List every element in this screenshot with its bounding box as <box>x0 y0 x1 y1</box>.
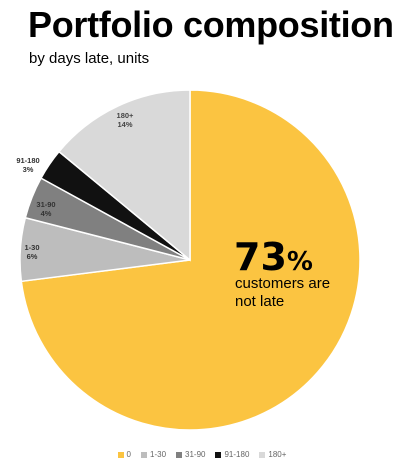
slice-label-cat-91-180: 91-180 <box>16 156 39 165</box>
legend-item-31-90: 31-90 <box>176 450 205 459</box>
legend-swatch <box>117 451 124 458</box>
legend-item-180+: 180+ <box>259 450 286 459</box>
slice-label-val-31-90: 4% <box>41 209 52 218</box>
chart-title: Portfolio composition <box>28 4 394 45</box>
legend-swatch <box>259 451 266 458</box>
chart-legend: 0 1-30 31-90 91-180 180+ <box>0 450 404 459</box>
legend-label: 91-180 <box>224 450 250 459</box>
legend-swatch <box>176 451 183 458</box>
slice-label-cat-1-30: 1-30 <box>24 243 39 252</box>
legend-label: 0 <box>126 450 131 459</box>
legend-label: 180+ <box>268 450 287 459</box>
legend-item-1-30: 1-30 <box>141 450 166 459</box>
chart-subtitle: by days late, units <box>29 50 150 67</box>
legend-swatch <box>215 451 222 458</box>
slice-label-cat-31-90: 31-90 <box>36 200 55 209</box>
pie-slice-180+ <box>57 89 191 262</box>
legend-label: 1-30 <box>150 450 167 459</box>
slice-label-val-91-180: 3% <box>23 165 34 174</box>
slice-label-val-180+: 14% <box>117 120 132 129</box>
annotation-line-2: not late <box>235 293 284 310</box>
legend-label: 31-90 <box>185 450 206 459</box>
slice-label-cat-180+: 180+ <box>117 111 135 120</box>
annotation-line-1: customers are <box>235 275 330 292</box>
annotation-value: 73% <box>234 235 313 279</box>
legend-item-91-180: 91-180 <box>215 450 249 459</box>
legend-swatch <box>141 451 147 458</box>
legend-item-0: 0 <box>117 450 131 459</box>
slice-label-val-1-30: 6% <box>27 252 38 261</box>
